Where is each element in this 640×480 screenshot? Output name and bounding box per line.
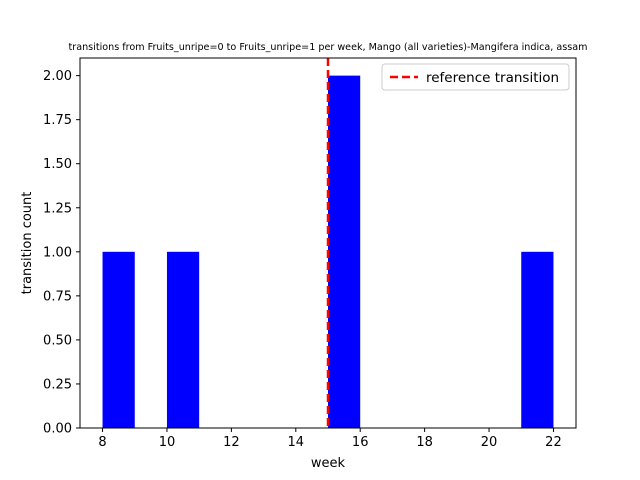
y-tick-label: 1.00 — [43, 245, 72, 260]
y-axis-label: transition count — [20, 192, 35, 295]
legend: reference transition — [381, 63, 570, 91]
x-tick-label: 16 — [352, 435, 369, 450]
histogram-bar — [521, 251, 554, 428]
x-axis-label: week — [311, 456, 346, 471]
y-tick-label: 1.25 — [43, 201, 72, 216]
x-tick-label: 20 — [481, 435, 498, 450]
chart-title: transitions from Fruits_unripe=0 to Frui… — [69, 42, 588, 53]
x-tick-label: 18 — [416, 435, 433, 450]
y-tick-label: 2.00 — [43, 69, 72, 84]
x-tick-label: 8 — [98, 435, 106, 450]
legend-label: reference transition — [426, 70, 559, 86]
y-tick-label: 1.50 — [43, 157, 72, 172]
histogram-bar — [328, 75, 361, 428]
y-tick-label: 0.25 — [43, 377, 72, 392]
histogram-bar — [166, 251, 200, 428]
y-tick-label: 0.75 — [43, 289, 72, 304]
y-tick-label: 1.75 — [43, 113, 72, 128]
bars-layer — [102, 75, 554, 428]
histogram-bar — [102, 251, 135, 428]
x-tick-label: 10 — [159, 435, 176, 450]
plot-frame — [79, 57, 577, 429]
x-tick-label: 12 — [223, 435, 240, 450]
legend-box — [381, 63, 570, 91]
x-tick-label: 22 — [545, 435, 562, 450]
x-tick-label: 14 — [288, 435, 305, 450]
x-axis-ticks: 8 10 12 14 16 18 20 22 — [98, 428, 562, 450]
y-axis-ticks: 0.00 0.25 0.50 0.75 1.00 1.25 1.50 1.75 2.00 — [43, 69, 80, 437]
y-tick-label: 0.50 — [43, 333, 72, 348]
y-tick-label: 0.00 — [43, 422, 72, 437]
